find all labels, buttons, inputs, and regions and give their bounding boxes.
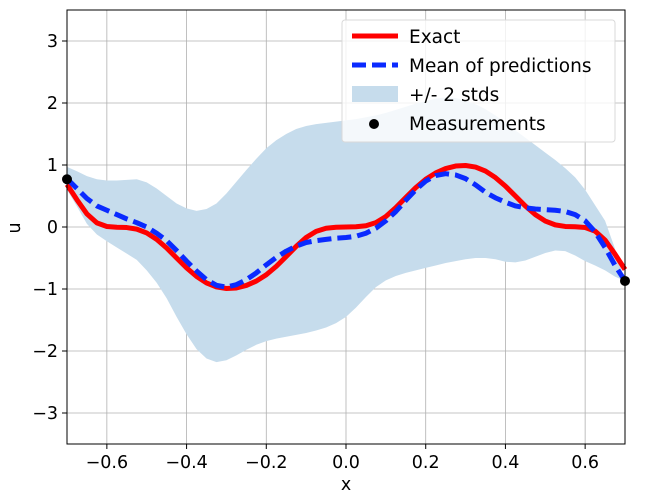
y-tick-label: 0 [47,218,58,238]
legend-measurements-label: Measurements [409,114,546,135]
y-tick-label: −2 [32,342,58,362]
legend-band-label: +/- 2 stds [409,85,499,106]
x-tick-label: 0.4 [492,453,520,473]
x-axis-label: x [341,475,351,495]
legend: Exact Mean of predictions +/- 2 stds Mea… [341,19,616,143]
legend-exact-label: Exact [409,27,460,48]
y-axis-label: u [5,222,25,233]
x-tick-label: −0.4 [165,453,208,473]
x-tick-label: −0.6 [86,453,129,473]
std-band-area [67,97,625,363]
exact-line [64,163,628,291]
y-tick-label: 3 [47,32,58,52]
x-tick-label: 0.2 [412,453,440,473]
y-tick-label: 1 [47,156,58,176]
legend-measurements-swatch [369,119,379,129]
x-tick-label: 0.6 [571,453,599,473]
series-layer [64,163,628,291]
band-layer [67,97,625,363]
legend-mean-label: Mean of predictions [409,56,591,77]
legend-frame [341,19,616,143]
y-tick-label: 2 [47,94,58,114]
x-tick-label: 0.0 [332,453,360,473]
x-tick-label: −0.2 [245,453,288,473]
tick-layer: −0.6 −0.4 −0.2 0.0 0.2 0.4 0.6 −3 −2 −1 0 1 2 3 [32,32,599,473]
y-tick-label: −3 [32,404,58,424]
legend-band-swatch [352,86,398,102]
y-tick-label: −1 [32,280,58,300]
mean-prediction-line [65,171,628,290]
